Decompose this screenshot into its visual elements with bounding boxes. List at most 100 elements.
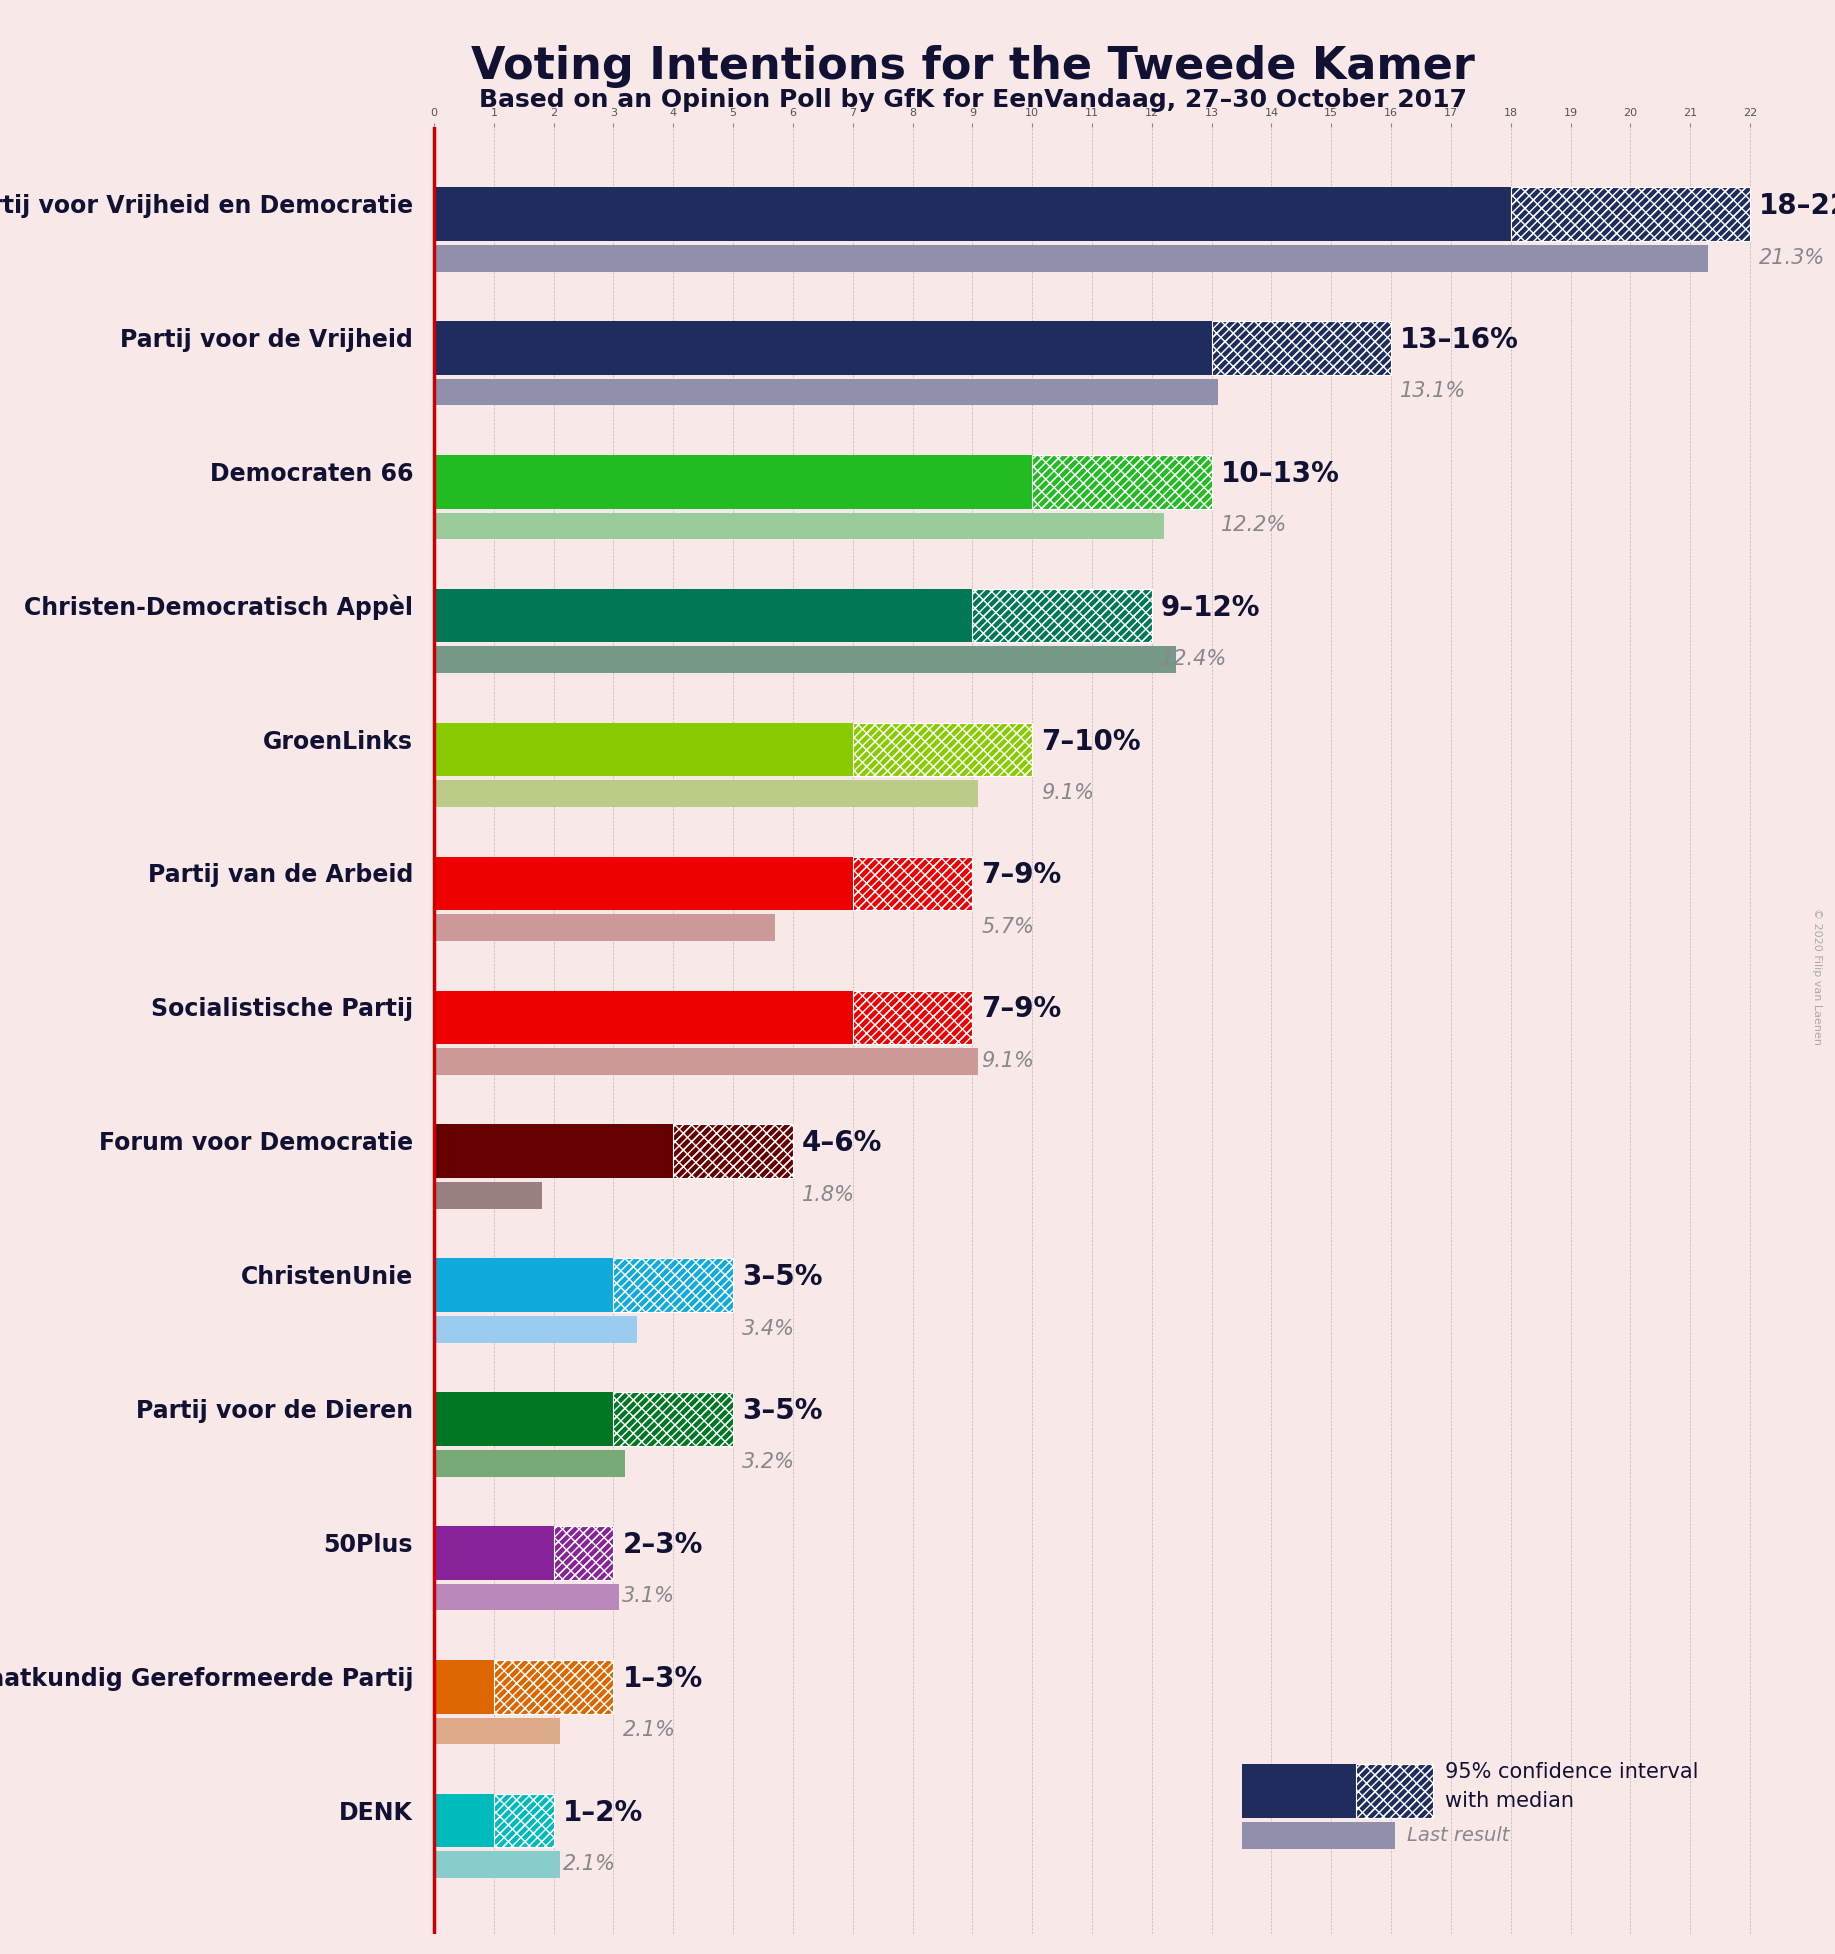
Text: 9–12%: 9–12%	[1162, 594, 1261, 621]
Bar	[613, 1391, 734, 1446]
Bar	[494, 1661, 613, 1714]
Text: 4–6%: 4–6%	[802, 1129, 883, 1157]
Bar	[853, 723, 1033, 776]
Text: 2–3%: 2–3%	[622, 1530, 703, 1559]
Bar	[1510, 188, 1751, 240]
Bar	[613, 1258, 734, 1311]
Text: ChristenUnie: ChristenUnie	[240, 1264, 413, 1290]
Text: 1–2%: 1–2%	[563, 1798, 642, 1827]
Bar	[973, 588, 1152, 643]
Bar	[435, 1852, 560, 1878]
Bar	[853, 991, 973, 1043]
Bar	[1510, 188, 1751, 240]
Text: 95% confidence interval
with median: 95% confidence interval with median	[1444, 1763, 1699, 1811]
Text: 13.1%: 13.1%	[1400, 381, 1466, 401]
Bar	[435, 1661, 494, 1714]
Text: 1–3%: 1–3%	[622, 1665, 703, 1692]
Bar	[435, 914, 774, 942]
Bar	[1242, 1821, 1395, 1848]
Text: 2.1%: 2.1%	[622, 1720, 675, 1741]
Bar	[853, 856, 973, 911]
Bar	[435, 1258, 613, 1311]
Bar	[435, 244, 1708, 272]
Text: 3–5%: 3–5%	[741, 1397, 822, 1424]
Bar	[1033, 455, 1211, 508]
Bar	[853, 856, 973, 911]
Bar	[853, 723, 1033, 776]
Text: 21.3%: 21.3%	[1760, 248, 1826, 268]
Bar	[435, 320, 1211, 375]
Text: 50Plus: 50Plus	[323, 1532, 413, 1557]
Text: 13–16%: 13–16%	[1400, 326, 1519, 354]
Bar	[1211, 320, 1391, 375]
Text: 9.1%: 9.1%	[982, 1051, 1035, 1071]
Text: 2.1%: 2.1%	[563, 1854, 615, 1874]
Text: Voting Intentions for the Tweede Kamer: Voting Intentions for the Tweede Kamer	[470, 45, 1475, 88]
Bar	[435, 379, 1218, 406]
Bar	[1033, 455, 1211, 508]
Text: 3.2%: 3.2%	[741, 1452, 795, 1473]
Bar	[494, 1661, 613, 1714]
Bar	[435, 1182, 541, 1210]
Bar	[554, 1526, 613, 1579]
Text: 18–22%: 18–22%	[1760, 191, 1835, 221]
Bar	[435, 1794, 494, 1847]
Bar	[435, 991, 853, 1043]
Bar	[1356, 1764, 1433, 1817]
Bar	[435, 780, 978, 807]
Text: Last result: Last result	[1407, 1825, 1508, 1845]
Bar	[435, 588, 973, 643]
Bar	[1211, 320, 1391, 375]
Text: 3–5%: 3–5%	[741, 1262, 822, 1292]
Text: Based on an Opinion Poll by GfK for EenVandaag, 27–30 October 2017: Based on an Opinion Poll by GfK for EenV…	[479, 88, 1466, 111]
Bar	[673, 1124, 793, 1178]
Bar	[435, 1450, 626, 1477]
Bar	[1211, 320, 1391, 375]
Text: 5.7%: 5.7%	[982, 916, 1035, 936]
Text: Democraten 66: Democraten 66	[209, 461, 413, 487]
Bar	[554, 1526, 613, 1579]
Bar	[853, 723, 1033, 776]
Bar	[673, 1124, 793, 1178]
Text: 7–9%: 7–9%	[982, 995, 1062, 1024]
Bar	[613, 1258, 734, 1311]
Text: Staatkundig Gereformeerde Partij: Staatkundig Gereformeerde Partij	[0, 1667, 413, 1690]
Bar	[435, 188, 1510, 240]
Bar	[435, 1583, 620, 1610]
Text: 3.1%: 3.1%	[622, 1587, 675, 1606]
Bar	[853, 991, 973, 1043]
Text: 12.4%: 12.4%	[1162, 649, 1228, 668]
Text: 12.2%: 12.2%	[1220, 516, 1286, 535]
Bar	[973, 588, 1152, 643]
Bar	[435, 1047, 978, 1075]
Bar	[435, 723, 853, 776]
Bar	[435, 647, 1176, 674]
Bar	[1033, 455, 1211, 508]
Text: Christen-Democratisch Appèl: Christen-Democratisch Appèl	[24, 594, 413, 621]
Text: 7–10%: 7–10%	[1040, 727, 1141, 756]
Bar	[435, 1391, 613, 1446]
Bar	[613, 1391, 734, 1446]
Text: DENK: DENK	[339, 1802, 413, 1825]
Bar	[435, 1526, 554, 1579]
Bar	[853, 856, 973, 911]
Bar	[554, 1526, 613, 1579]
Bar	[435, 1124, 673, 1178]
Bar	[494, 1794, 554, 1847]
Bar	[435, 455, 1033, 508]
Bar	[435, 1315, 637, 1342]
Bar	[1356, 1764, 1433, 1817]
Bar	[673, 1124, 793, 1178]
Text: 3.4%: 3.4%	[741, 1319, 795, 1338]
Bar	[435, 1718, 560, 1745]
Text: © 2020 Filip van Laenen: © 2020 Filip van Laenen	[1813, 909, 1822, 1045]
Text: 9.1%: 9.1%	[1040, 784, 1094, 803]
Bar	[613, 1391, 734, 1446]
Text: Partij voor de Dieren: Partij voor de Dieren	[136, 1399, 413, 1423]
Text: 7–9%: 7–9%	[982, 862, 1062, 889]
Text: Partij van de Arbeid: Partij van de Arbeid	[147, 864, 413, 887]
Text: 10–13%: 10–13%	[1220, 459, 1340, 488]
Bar	[853, 991, 973, 1043]
Bar	[1356, 1764, 1433, 1817]
Text: GroenLinks: GroenLinks	[262, 729, 413, 754]
